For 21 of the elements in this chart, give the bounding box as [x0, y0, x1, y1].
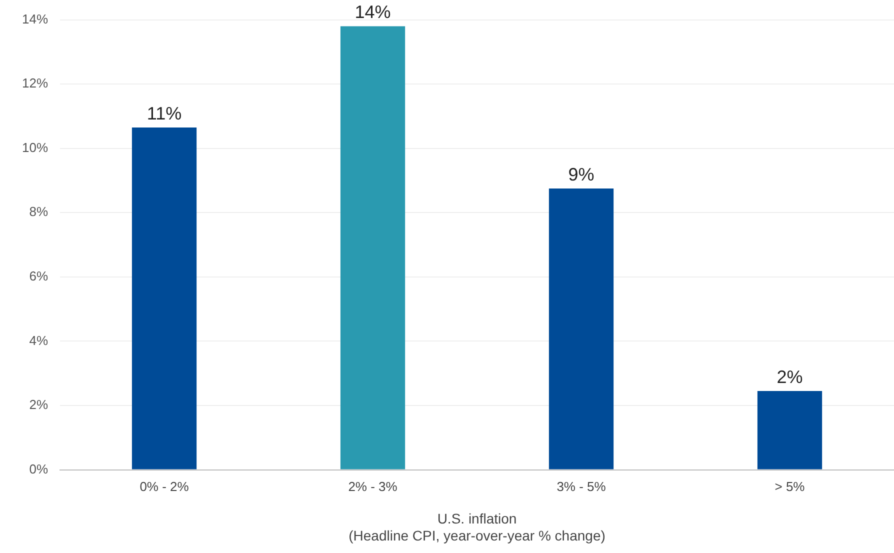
data-label: 11% — [146, 103, 182, 124]
bar — [757, 391, 822, 470]
y-tick-label: 8% — [29, 204, 48, 220]
bar — [548, 188, 614, 470]
y-tick-label: 6% — [29, 268, 48, 284]
y-tick-label: 4% — [29, 332, 48, 348]
y-tick-label: 0% — [29, 461, 48, 476]
x-tick-label: > 5% — [774, 479, 806, 494]
y-tick-label: 12% — [22, 76, 48, 91]
y-tick-label: 14% — [22, 11, 48, 26]
x-tick-label: 0% - 2% — [140, 479, 190, 494]
x-tick-label: 3% - 5% — [556, 479, 606, 494]
x-tick-label: 2% - 3% — [348, 479, 398, 494]
y-tick-label: 10% — [22, 140, 48, 155]
bar — [340, 26, 406, 470]
x-axis-title: U.S. inflation (Headline CPI, year-over-year % change) — [348, 510, 606, 544]
data-label: 14% — [354, 2, 391, 22]
data-label: 9% — [568, 164, 594, 185]
y-tick-label: 2% — [29, 397, 48, 412]
bar — [132, 127, 197, 470]
data-label: 2% — [776, 367, 803, 388]
